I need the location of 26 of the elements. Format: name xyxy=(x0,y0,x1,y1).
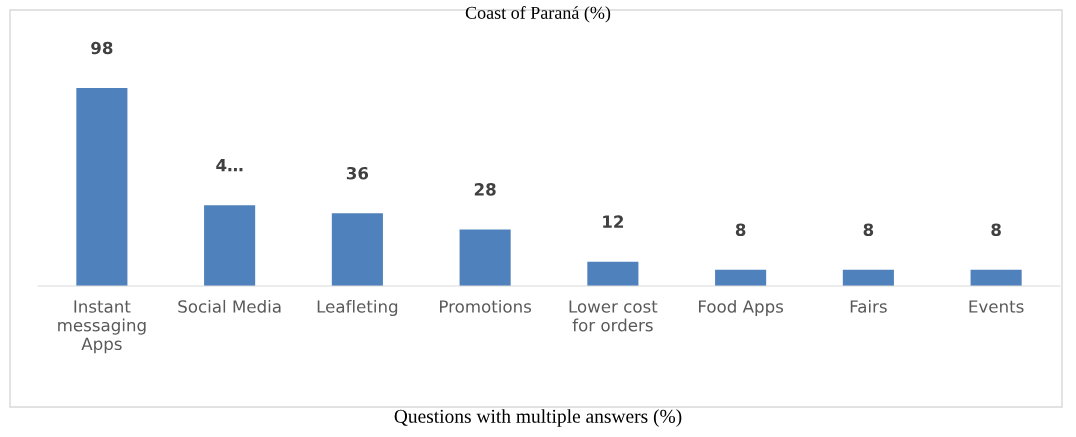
x-tick-label: Promotions xyxy=(440,299,532,313)
text: Questions with multiple answers (%) xyxy=(394,409,682,427)
bar xyxy=(459,229,511,286)
x-tick-label: Leafleting xyxy=(317,299,398,317)
data-label: 28 xyxy=(474,183,496,196)
data-label: 8 xyxy=(991,223,1001,237)
x-tick-label: Instant messaging Apps xyxy=(58,300,146,354)
x-tick-label: Events xyxy=(969,300,1024,313)
x-tick-label: Lower cost for orders xyxy=(569,300,658,332)
bar xyxy=(970,269,1022,286)
x-tick-label: Social Media xyxy=(178,299,281,313)
x-tick-label: Food Apps xyxy=(699,299,784,317)
data-label: 8 xyxy=(863,223,874,237)
bar xyxy=(331,213,383,286)
bar xyxy=(76,88,128,286)
data-label: 98 xyxy=(91,41,113,55)
x-tick-label: Fairs xyxy=(850,299,887,313)
bar xyxy=(204,205,256,286)
data-label: 4… xyxy=(216,159,243,172)
bar xyxy=(587,261,639,286)
data-label: 36 xyxy=(346,166,369,180)
data-label: 12 xyxy=(603,215,624,228)
bar xyxy=(842,269,894,286)
data-label: 8 xyxy=(735,223,746,237)
bar xyxy=(715,269,767,286)
chart-title: Coast of Paraná (%) xyxy=(465,6,611,23)
